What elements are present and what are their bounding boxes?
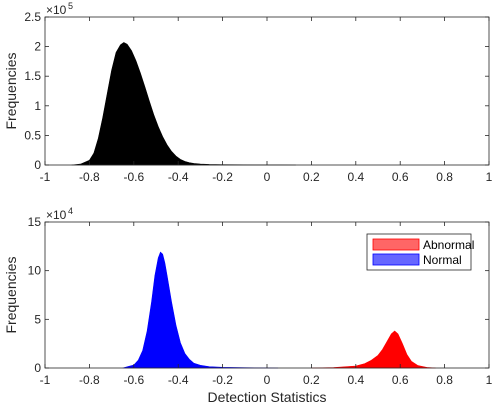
x-tick-label: -0.4: [168, 170, 189, 184]
x-tick-label: -0.6: [123, 373, 144, 387]
y-tick-label: 2.5: [24, 10, 41, 24]
x-tick-label: -0.4: [168, 373, 189, 387]
x-tick-label: -1: [40, 170, 51, 184]
bottom-chart: -1 -0.8 -0.6 -0.4 -0.2 0 0.2 0.4 0.6 0.8 1 051015 …: [3, 206, 493, 405]
y-tick-label: 5: [34, 312, 41, 326]
x-tick-label: 0: [264, 373, 271, 387]
legend: Abnormal Normal: [366, 233, 474, 271]
top-chart-y-exponent-power: 5: [68, 1, 73, 11]
x-tick-label: -0.2: [212, 373, 233, 387]
x-tick-label: -0.8: [79, 373, 100, 387]
top-chart: -1 -0.8 -0.6 -0.4 -0.2 0 0.2 0.4 0.6 0.8 1 0 0.5 1 1.…: [3, 1, 493, 184]
bottom-chart-y-exponent-power: 4: [68, 206, 73, 216]
bottom-chart-y-exponent-base: ×10: [46, 208, 67, 222]
bottom-chart-normal-area: [122, 251, 279, 369]
top-chart-y-ticks: 0 0.5 1 1.5 2 2.5: [24, 10, 489, 172]
x-tick-label: 0: [264, 170, 271, 184]
top-chart-series-area: [71, 42, 296, 166]
x-tick-label: 0.8: [436, 373, 453, 387]
y-tick-label: 0: [34, 158, 41, 172]
y-tick-label: 1.5: [24, 69, 41, 83]
x-tick-label: 0.8: [436, 170, 453, 184]
bottom-chart-y-axis-label: Frequencies: [3, 256, 19, 333]
bottom-chart-x-axis-label: Detection Statistics: [207, 389, 326, 405]
y-tick-label: 10: [28, 264, 42, 278]
y-tick-label: 0: [34, 361, 41, 375]
top-chart-y-axis-label: Frequencies: [3, 52, 19, 129]
x-tick-label: 1: [486, 170, 493, 184]
x-tick-label: 0.4: [347, 170, 364, 184]
x-tick-label: 0.2: [303, 170, 320, 184]
bottom-chart-x-ticks: -1 -0.8 -0.6 -0.4 -0.2 0 0.2 0.4 0.6 0.8 1: [40, 222, 493, 387]
x-tick-label: 0.6: [392, 170, 409, 184]
x-tick-label: -0.6: [123, 170, 144, 184]
y-tick-label: 1: [34, 99, 41, 113]
top-chart-x-ticks: -1 -0.8 -0.6 -0.4 -0.2 0 0.2 0.4 0.6 0.8 1: [40, 17, 493, 184]
legend-label-normal: Normal: [423, 253, 462, 267]
x-tick-label: 0.4: [347, 373, 364, 387]
bottom-chart-abnormal-area: [311, 330, 436, 369]
legend-swatch-normal: [372, 253, 420, 266]
y-tick-label: 15: [28, 215, 42, 229]
x-tick-label: -0.2: [212, 170, 233, 184]
top-chart-y-exponent-base: ×10: [46, 3, 67, 17]
x-tick-label: 0.6: [392, 373, 409, 387]
y-tick-label: 2: [34, 40, 41, 54]
x-tick-label: -1: [40, 373, 51, 387]
legend-swatch-abnormal: [372, 238, 420, 251]
x-tick-label: -0.8: [79, 170, 100, 184]
x-tick-label: 1: [486, 373, 493, 387]
legend-label-abnormal: Abnormal: [423, 238, 474, 252]
y-tick-label: 0.5: [24, 128, 41, 142]
bottom-chart-y-ticks: 0 5 10 15: [28, 215, 489, 375]
x-tick-label: 0.2: [303, 373, 320, 387]
